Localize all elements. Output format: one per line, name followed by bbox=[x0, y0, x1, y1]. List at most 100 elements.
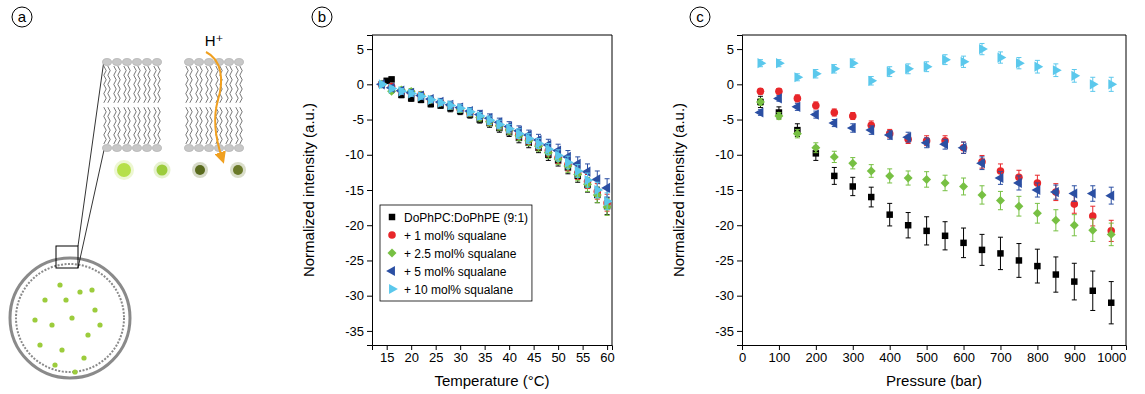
lipid-tail bbox=[186, 107, 188, 144]
lipid-tail bbox=[138, 66, 140, 103]
y-tick-mark bbox=[737, 49, 742, 50]
data-point bbox=[868, 194, 874, 200]
error-bar bbox=[998, 237, 1003, 269]
data-point bbox=[865, 125, 874, 135]
frame-top bbox=[742, 35, 1126, 36]
data-point bbox=[756, 97, 765, 106]
data-point bbox=[1108, 299, 1114, 305]
data-point bbox=[594, 185, 603, 195]
legend-marker bbox=[388, 249, 397, 258]
x-tick: 40 bbox=[502, 345, 516, 365]
x-tick-label: 600 bbox=[953, 350, 975, 365]
dye-dot bbox=[85, 332, 90, 337]
lipid-tail bbox=[118, 107, 120, 144]
data-point bbox=[886, 211, 892, 217]
legend: DoPhPC:DoPhPE (9:1)+ 1 mol% squalane+ 2.… bbox=[380, 205, 532, 301]
x-tick-label: 300 bbox=[842, 350, 864, 365]
lipid-tail bbox=[108, 107, 110, 144]
x-tick-label: 400 bbox=[879, 350, 901, 365]
y-tick-mark bbox=[367, 155, 372, 156]
y-tick-label: -5 bbox=[722, 112, 734, 127]
y-tick: -10 bbox=[345, 147, 372, 162]
series bbox=[379, 79, 612, 210]
y-tick: 0 bbox=[357, 77, 372, 92]
y-tick: 0 bbox=[727, 77, 742, 92]
frame-top bbox=[372, 35, 612, 36]
x-tick-label: 0 bbox=[739, 350, 746, 365]
x-tick: 700 bbox=[990, 345, 1012, 365]
data-point bbox=[1053, 65, 1062, 75]
x-tick-label: 45 bbox=[527, 350, 541, 365]
lipid-tail bbox=[148, 66, 150, 103]
lipid-head bbox=[195, 145, 204, 152]
dye-dot bbox=[59, 347, 64, 352]
panel-letter-text: b bbox=[318, 8, 326, 25]
data-point bbox=[755, 107, 764, 117]
data-point bbox=[958, 143, 967, 153]
dye-dot bbox=[42, 297, 47, 302]
y-tick-mark bbox=[737, 225, 742, 226]
data-point bbox=[830, 152, 839, 161]
data-point bbox=[398, 86, 407, 96]
dye-state bbox=[192, 162, 208, 178]
x-tick-label: 100 bbox=[769, 350, 791, 365]
data-point bbox=[978, 190, 987, 199]
error-bar bbox=[980, 234, 985, 265]
error-bar bbox=[832, 167, 837, 184]
legend-entry: + 1 mol% squalane bbox=[388, 229, 507, 243]
dye-state bbox=[114, 160, 134, 180]
data-point bbox=[1014, 202, 1023, 211]
lipid-tail bbox=[196, 107, 198, 144]
series bbox=[757, 96, 1114, 324]
data-point bbox=[942, 233, 948, 239]
lipid-tail bbox=[128, 107, 130, 144]
lipid-tail bbox=[230, 107, 232, 144]
lipid-head bbox=[185, 59, 194, 66]
data-point bbox=[887, 67, 896, 77]
x-tick-label: 800 bbox=[1027, 350, 1049, 365]
data-point bbox=[408, 88, 417, 98]
lipid-head bbox=[123, 145, 132, 152]
y-tick: -15 bbox=[345, 183, 372, 198]
dye-dot bbox=[72, 369, 77, 374]
legend-box bbox=[380, 205, 532, 301]
data-point bbox=[922, 175, 931, 184]
legend-marker bbox=[389, 284, 398, 294]
y-tick: -30 bbox=[715, 288, 742, 303]
series bbox=[378, 81, 611, 212]
error-bar bbox=[869, 187, 874, 207]
y-tick-label: -15 bbox=[715, 183, 734, 198]
y-axis-title: Normalized intensity (a.u.) bbox=[300, 103, 317, 277]
y-tick-label: 0 bbox=[357, 77, 364, 92]
x-tick: 20 bbox=[404, 345, 418, 365]
lipid-tail bbox=[236, 107, 238, 144]
data-point bbox=[810, 110, 819, 120]
legend-label: + 1 mol% squalane bbox=[404, 229, 507, 243]
lipid-tail bbox=[134, 107, 136, 144]
y-tick-mark bbox=[367, 84, 372, 85]
y-tick: -30 bbox=[345, 288, 372, 303]
data-point bbox=[601, 183, 610, 193]
inset-box bbox=[56, 246, 78, 268]
y-tick-mark bbox=[737, 296, 742, 297]
data-point bbox=[477, 111, 486, 121]
panel-letter-circle bbox=[690, 7, 710, 27]
legend-marker bbox=[389, 214, 395, 220]
y-tick-label: -10 bbox=[345, 147, 364, 162]
y-tick-mark bbox=[367, 225, 372, 226]
lipid-tail bbox=[134, 66, 136, 103]
data-point bbox=[811, 143, 820, 152]
data-point bbox=[1087, 188, 1096, 198]
y-tick-label: -5 bbox=[352, 112, 364, 127]
y-tick-mark bbox=[737, 155, 742, 156]
data-point bbox=[995, 173, 1004, 183]
x-tick: 800 bbox=[1027, 345, 1049, 365]
series bbox=[755, 93, 1115, 204]
lipid-tail bbox=[186, 66, 188, 103]
legend-entry: + 5 mol% squalane bbox=[386, 265, 507, 279]
error-bar bbox=[1053, 257, 1058, 292]
data-point bbox=[1033, 209, 1042, 218]
lipid-tail bbox=[158, 107, 160, 144]
legend-entry: + 2.5 mol% squalane bbox=[388, 247, 517, 261]
data-point bbox=[868, 76, 877, 86]
